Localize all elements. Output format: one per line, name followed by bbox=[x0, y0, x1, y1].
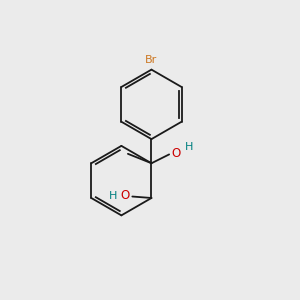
Text: H: H bbox=[184, 142, 193, 152]
Text: Br: Br bbox=[145, 55, 158, 65]
Text: O: O bbox=[121, 189, 130, 203]
Text: H: H bbox=[109, 191, 118, 201]
Text: O: O bbox=[172, 147, 181, 160]
